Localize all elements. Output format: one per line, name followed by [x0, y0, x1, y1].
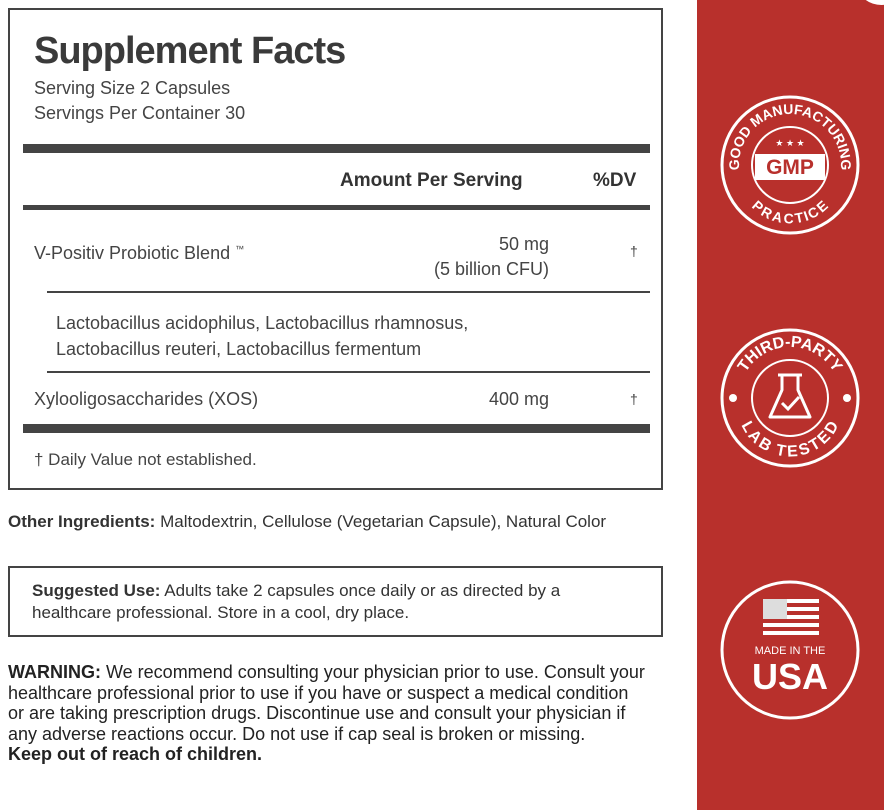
serving-size: Serving Size 2 Capsules	[34, 78, 231, 98]
badge-panel: GOOD MANUFACTURING PRACTICE GMP ★ ★ ★ TH…	[697, 0, 884, 810]
divider-thick	[23, 144, 650, 153]
header-amount: Amount Per Serving	[340, 170, 523, 191]
corner-circle	[859, 0, 884, 5]
svg-text:MADE IN THE: MADE IN THE	[755, 645, 826, 657]
gmp-center-text: GMP	[766, 156, 814, 179]
servings-per-container: Servings Per Container 30	[34, 103, 246, 123]
ingredient-amount: 50 mg (5 billion CFU)	[433, 234, 549, 279]
us-flag-icon	[763, 599, 819, 635]
ingredient-name: V-Positiv Probiotic Blend ™	[34, 243, 245, 263]
made-in-usa-badge: MADE IN THE USA	[717, 577, 863, 723]
suggested-use-box: Suggested Use: Adults take 2 capsules on…	[8, 566, 663, 637]
gmp-badge: GOOD MANUFACTURING PRACTICE GMP ★ ★ ★	[717, 92, 863, 238]
ingredient-name: Xylooligosaccharides (XOS)	[34, 389, 259, 409]
svg-text:PRACTICE: PRACTICE	[749, 197, 831, 226]
svg-text:USA: USA	[752, 656, 828, 697]
warning: WARNING: We recommend consulting your ph…	[8, 662, 645, 764]
lab-tested-badge: THIRD-PARTY LAB TESTED	[717, 325, 863, 471]
blend-strains: Lactobacillus acidophilus, Lactobacillus…	[56, 313, 469, 359]
supplement-facts-panel: Supplement Facts Serving Size 2 Capsules…	[8, 8, 663, 490]
facts-title: Supplement Facts	[34, 30, 346, 72]
footnote: † Daily Value not established.	[34, 450, 257, 469]
divider-medium	[23, 205, 650, 210]
divider-thin	[47, 291, 650, 293]
header-dv: %DV	[593, 170, 637, 191]
divider-thin	[47, 371, 650, 373]
svg-text:★ ★ ★: ★ ★ ★	[775, 138, 804, 148]
flask-icon	[768, 373, 812, 419]
ingredient-amount: 400 mg	[488, 389, 549, 409]
other-ingredients: Other Ingredients: Maltodextrin, Cellulo…	[8, 512, 607, 531]
divider-thick	[23, 424, 650, 433]
ingredient-dv: †	[630, 391, 638, 407]
ingredient-dv: †	[630, 243, 638, 259]
svg-text:THIRD-PARTY: THIRD-PARTY	[735, 334, 845, 375]
